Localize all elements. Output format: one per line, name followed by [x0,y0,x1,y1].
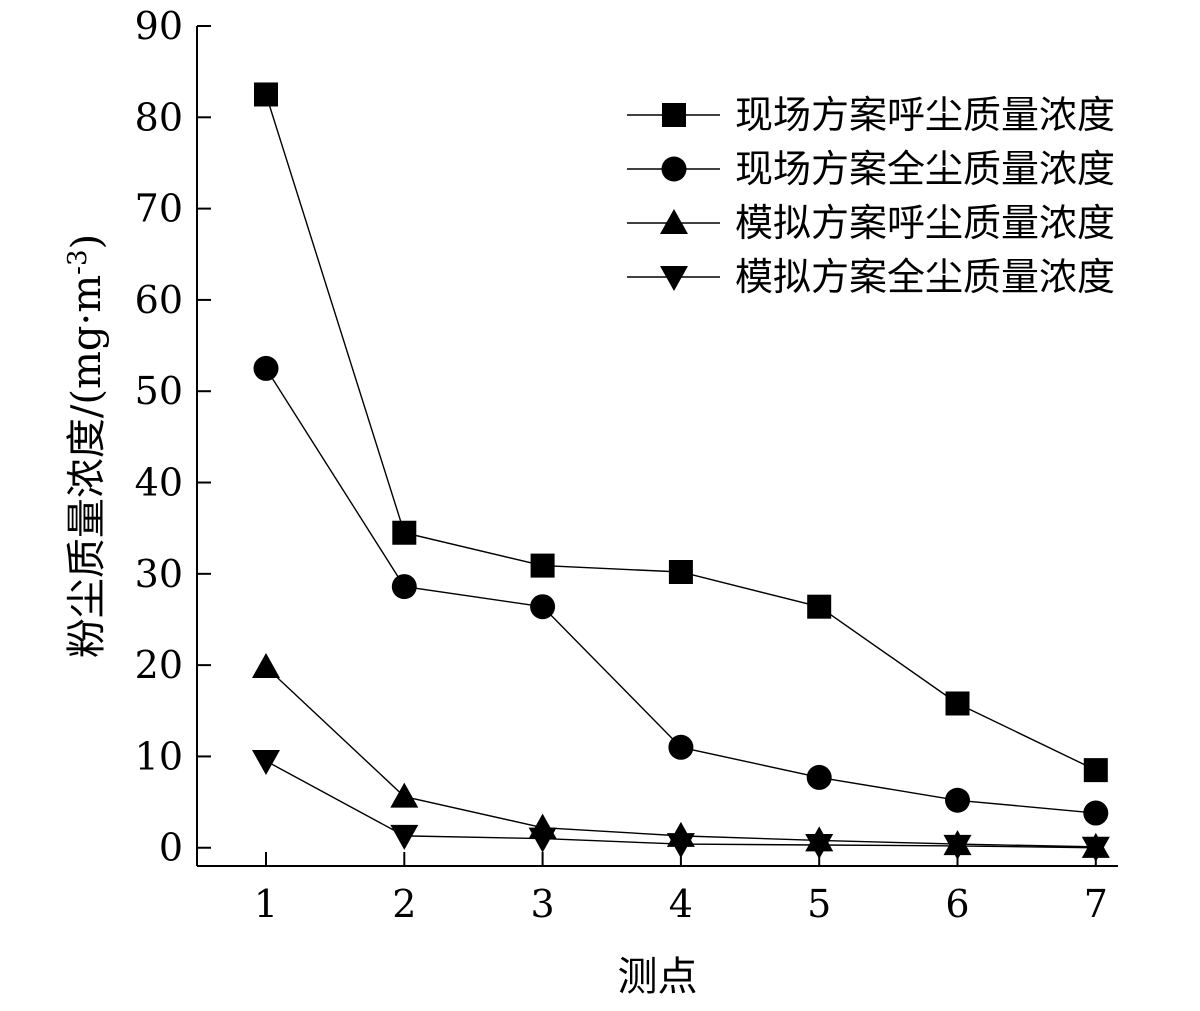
y-tick-label: 40 [135,461,183,505]
legend-item-1: 现场方案呼尘质量浓度 [627,93,1115,137]
series-2-point [945,787,970,813]
series-2-point [1083,800,1109,826]
series-2 [253,355,1109,826]
series-4-point [528,827,557,853]
y-axis-title-close: ) [64,234,110,250]
legend-swatch-marker [662,103,686,127]
y-tick-label: 0 [159,826,183,870]
series-2-point [668,734,694,760]
x-axis-title: 测点 [618,954,698,1000]
y-tick-label: 70 [135,187,183,231]
series-1-point [254,82,278,107]
series-1-point [392,520,417,545]
y-axis-title: 粉尘质量浓度/(mg·m-3) [63,234,110,658]
y-tick-label: 90 [135,4,183,48]
series-1-point [668,560,693,584]
series-4 [252,750,1110,862]
legend-swatch-marker [660,209,688,234]
series-3-point [390,782,419,808]
series-2-point [806,764,832,790]
y-axis-title-superscript: -3 [63,250,93,275]
series-2-point [253,355,279,381]
x-tick-label: 1 [254,882,278,926]
series-4-point [252,750,280,775]
series-4-point [1081,836,1110,862]
y-tick-label: 60 [135,278,183,322]
series-1-point [1083,758,1108,783]
legend-swatch-marker [660,266,688,291]
series-1-point [807,594,832,619]
legend-item-4: 模拟方案全尘质量浓度 [627,255,1115,299]
x-tick-label: 4 [669,882,693,926]
series-3-point [252,652,280,678]
series-1 [254,82,1108,783]
y-tick-label: 80 [135,95,183,139]
legend-item-2: 现场方案全尘质量浓度 [627,147,1115,191]
series-1-point [945,691,970,716]
y-tick-label: 10 [135,734,183,778]
series-4-point [805,834,834,859]
legend-swatch-marker [661,156,687,182]
legend-label: 现场方案呼尘质量浓度 [735,93,1115,137]
y-tick-label: 30 [135,552,183,596]
x-tick-label: 2 [392,882,416,926]
series-1-point [530,553,555,578]
legend-item-3: 模拟方案呼尘质量浓度 [627,201,1115,245]
x-tick-label: 3 [531,882,555,926]
series-1-line [265,94,1097,771]
x-tick-label: 7 [1084,882,1108,926]
x-tick-label: 6 [945,882,969,926]
x-tick-label: 5 [807,882,831,926]
legend-label: 模拟方案呼尘质量浓度 [735,201,1115,245]
legend-label: 现场方案全尘质量浓度 [735,147,1115,191]
series-2-point [391,574,417,600]
y-tick-label: 20 [135,643,183,687]
series-layer [252,82,1110,862]
series-4-point [943,834,972,860]
y-axis-title-main: 粉尘质量浓度/(mg·m [64,275,110,658]
series-4-point [666,833,695,859]
series-2-point [530,594,556,620]
axes: 0 10 20 30 40 50 60 70 80 90 1 2 3 4 5 6 7 [135,4,1118,926]
legend-label: 模拟方案全尘质量浓度 [735,255,1115,299]
series-4-point [390,824,419,850]
y-tick-label: 50 [135,369,183,413]
